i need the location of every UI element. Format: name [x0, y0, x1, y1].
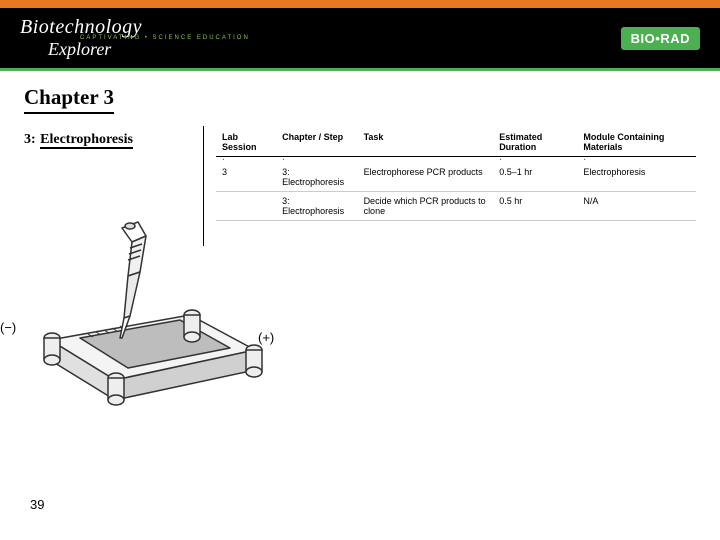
cell-task: Decide which PCR products to clone: [358, 192, 494, 221]
cell-duration: 0.5 hr: [493, 192, 577, 221]
cell-duration: 0.5–1 hr: [493, 163, 577, 192]
table-header-row: Lab Session Chapter / Step Task Estimate…: [216, 128, 696, 157]
cell-module: Electrophoresis: [577, 163, 696, 192]
col-duration: Estimated Duration: [493, 128, 577, 157]
table-row: 3 3: Electrophoresis Electrophorese PCR …: [216, 163, 696, 192]
section-prefix: 3:: [24, 132, 36, 147]
col-chapter-step: Chapter / Step: [276, 128, 357, 157]
lab-table: Lab Session Chapter / Step Task Estimate…: [216, 128, 696, 221]
col-module: Module Containing Materials: [577, 128, 696, 157]
page-number: 39: [30, 497, 44, 512]
header-bar: Biotechnology CAPTIVATING • SCIENCE EDUC…: [0, 8, 720, 68]
brand-bottom-text: Explorer: [48, 39, 250, 60]
biorad-logo: BIO•RAD: [621, 27, 700, 50]
col-lab-session: Lab Session: [216, 128, 276, 157]
orange-top-bar: [0, 0, 720, 8]
col-task: Task: [358, 128, 494, 157]
cell-task: Electrophorese PCR products: [358, 163, 494, 192]
cell-step: 3: Electrophoresis: [276, 163, 357, 192]
cell-step: 3: Electrophoresis: [276, 192, 357, 221]
brand-block: Biotechnology CAPTIVATING • SCIENCE EDUC…: [20, 16, 250, 60]
table-wrap: Lab Session Chapter / Step Task Estimate…: [204, 126, 696, 221]
cell-session: 3: [216, 163, 276, 192]
cell-module: N/A: [577, 192, 696, 221]
cell-session: [216, 192, 276, 221]
table-row: 3: Electrophoresis Decide which PCR prod…: [216, 192, 696, 221]
electrophoresis-illustration: [10, 220, 280, 420]
chapter-title: Chapter 3: [24, 85, 114, 114]
section-name: Electrophoresis: [40, 132, 133, 149]
